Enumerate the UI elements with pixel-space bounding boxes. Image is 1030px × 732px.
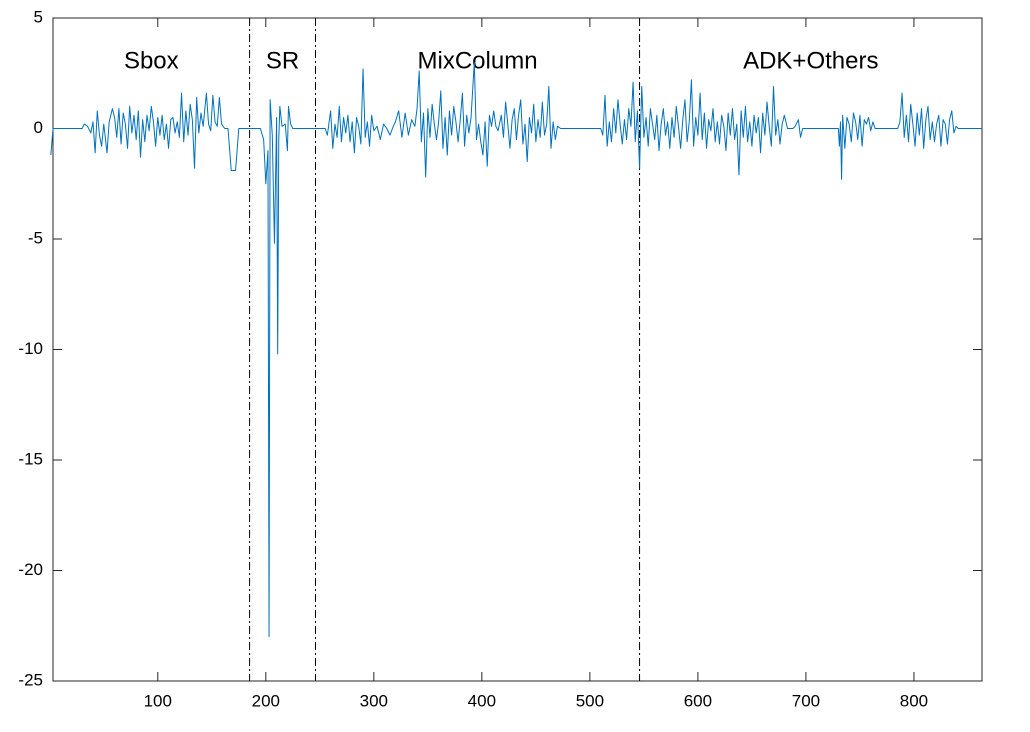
region-label: Sbox	[124, 47, 179, 74]
region-label: ADK+Others	[743, 47, 878, 74]
x-tick-label: 400	[468, 691, 496, 710]
x-tick-label: 100	[144, 691, 172, 710]
y-tick-label: 0	[34, 118, 43, 137]
x-tick-label: 300	[360, 691, 388, 710]
x-tick-label: 800	[900, 691, 928, 710]
y-tick-label: -10	[18, 339, 43, 358]
x-tick-label: 500	[576, 691, 604, 710]
y-tick-label: -15	[18, 449, 43, 468]
x-tick-label: 700	[792, 691, 820, 710]
x-tick-label: 200	[252, 691, 280, 710]
y-tick-label: -20	[18, 560, 43, 579]
region-label: MixColumn	[418, 47, 538, 74]
data-line	[50, 61, 982, 638]
x-tick-label: 600	[684, 691, 712, 710]
y-tick-label: -25	[18, 670, 43, 689]
y-tick-label: 5	[34, 7, 43, 26]
region-label: SR	[266, 47, 299, 74]
y-tick-label: -5	[28, 228, 43, 247]
